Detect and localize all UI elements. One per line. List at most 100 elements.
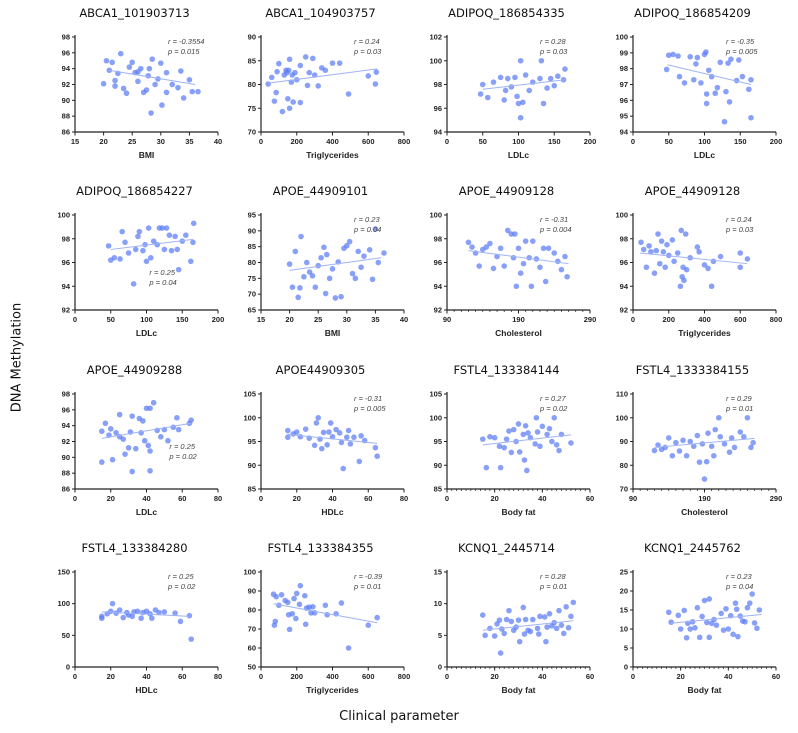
regression-line <box>289 257 382 271</box>
x-tick-label: 40 <box>328 494 336 503</box>
data-point <box>675 612 682 619</box>
data-point <box>122 451 128 457</box>
y-tick-label: 150 <box>57 568 70 577</box>
data-point <box>517 270 524 276</box>
data-point <box>111 254 118 261</box>
data-point <box>156 609 162 616</box>
data-point <box>508 449 515 456</box>
x-tick-label: 100 <box>698 137 711 146</box>
data-point <box>643 264 650 271</box>
y-tick-label: 50 <box>62 631 70 640</box>
data-point <box>190 239 196 246</box>
data-point <box>737 429 744 435</box>
data-point <box>677 626 684 632</box>
x-tick-label: 0 <box>259 494 263 503</box>
data-point <box>690 443 697 450</box>
y-tick-label: 92 <box>62 306 70 315</box>
y-tick-label: 110 <box>616 390 628 399</box>
data-point <box>671 258 677 265</box>
y-tick-label: 102 <box>429 33 442 42</box>
data-point <box>195 88 201 95</box>
data-point <box>497 74 504 81</box>
y-tick-label: 65 <box>248 306 256 315</box>
data-point <box>534 429 541 435</box>
data-point <box>547 75 554 82</box>
data-point <box>522 72 529 78</box>
data-point <box>553 625 560 632</box>
y-tick-label: 98 <box>62 234 70 243</box>
data-point <box>482 632 488 639</box>
data-point <box>374 453 380 460</box>
data-point <box>638 239 644 246</box>
y-tick-label: 80 <box>248 606 256 615</box>
data-point <box>302 426 309 432</box>
x-tick-label: 100 <box>512 137 525 146</box>
scatter-panel: FSTL4_133384144 85 90 95 100 105 0 20 40 60 Body f… <box>429 363 594 517</box>
data-point <box>721 441 728 447</box>
y-tick-label: 25 <box>620 568 628 577</box>
data-point <box>699 441 706 447</box>
panel-title: ABCA1_104903757 <box>265 6 375 20</box>
y-tick-label: 92 <box>620 306 628 315</box>
data-point <box>293 615 299 622</box>
x-tick-label: 30 <box>157 137 165 146</box>
y-tick-label: 100 <box>243 413 256 422</box>
data-point <box>150 238 157 244</box>
data-point <box>717 433 724 440</box>
data-point <box>744 604 751 611</box>
data-point <box>289 72 296 78</box>
data-point <box>479 436 486 442</box>
x-tick-label: 200 <box>662 315 675 324</box>
data-point <box>169 81 176 88</box>
scatter-panel: ABCA1_104903757 70 75 80 85 90 0 200 400 600 800 Tr… <box>248 6 411 160</box>
x-tick-label: 60 <box>772 672 780 681</box>
scatter-panel: ABCA1_101903713 86 88 90 92 94 96 98 15 20 25 30 35 4… <box>62 6 223 160</box>
data-point <box>558 266 565 273</box>
data-point <box>147 448 153 454</box>
regression-line <box>667 64 752 85</box>
x-tick-label: 0 <box>445 494 449 503</box>
correlation-r-label: r = 0.23 <box>354 215 380 224</box>
data-point <box>479 612 486 618</box>
data-point <box>272 618 279 625</box>
regression-line <box>101 611 190 617</box>
data-point <box>329 266 336 272</box>
y-tick-label: 99 <box>620 48 628 57</box>
y-tick-label: 100 <box>429 211 442 220</box>
data-point <box>669 452 676 459</box>
data-point <box>336 60 343 66</box>
p-value-label: p = 0.04 <box>148 278 176 287</box>
data-point <box>346 238 353 245</box>
data-point <box>329 60 336 66</box>
data-point <box>351 434 357 441</box>
scatter-panel: FSTL4_133384355 50 60 70 80 90 100 0 200 400 600 80… <box>243 541 410 695</box>
data-point <box>159 102 165 108</box>
data-point <box>298 233 304 240</box>
correlation-r-label: r = 0.27 <box>540 394 566 403</box>
data-point <box>117 256 123 262</box>
correlation-r-label: r = -0.31 <box>354 394 382 403</box>
data-point <box>718 610 724 617</box>
data-point <box>737 250 744 256</box>
x-tick-label: 0 <box>259 137 263 146</box>
data-point <box>129 59 135 66</box>
x-tick-label: 20 <box>107 672 115 681</box>
data-point <box>286 56 293 63</box>
data-point <box>534 625 541 632</box>
panel-title: KCNQ1_2445714 <box>458 541 555 555</box>
x-tick-label: 80 <box>214 672 222 681</box>
y-tick-label: 0 <box>624 663 628 672</box>
data-point <box>539 423 546 430</box>
x-tick-label: 0 <box>445 137 449 146</box>
data-point <box>372 226 379 232</box>
y-tick-label: 100 <box>57 599 70 608</box>
x-tick-label: 200 <box>770 137 783 146</box>
y-tick-label: 100 <box>429 56 442 65</box>
data-point <box>365 622 372 628</box>
scatter-panel: APOE_44909101 65 70 75 80 85 90 95 15 20 25 30 35 40 B… <box>248 184 409 338</box>
data-point <box>520 604 527 611</box>
y-tick-label: 88 <box>62 112 70 121</box>
scatter-panel: APOE_44909128 92 94 96 98 100 0 200 400 600 800 Tri… <box>615 184 782 338</box>
data-point <box>345 91 352 97</box>
